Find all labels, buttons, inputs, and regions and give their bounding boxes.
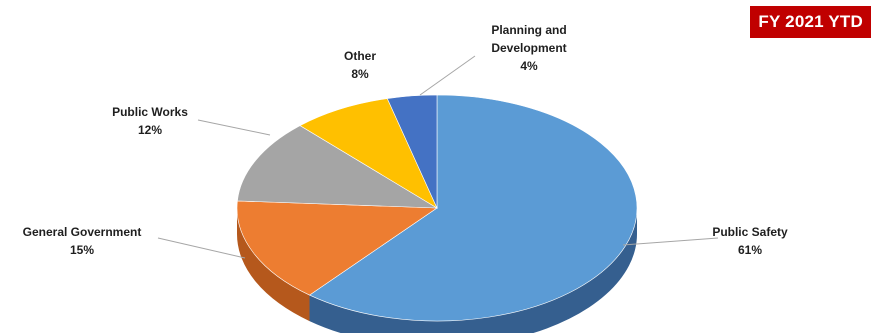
label-general-government: General Government 15% — [23, 225, 142, 257]
leader-lines — [157, 55, 719, 259]
label-planning-and-development: Planning and Development 4% — [491, 23, 566, 73]
pie-depth — [237, 208, 637, 333]
slice-public-safety — [308, 94, 638, 322]
slice-labels: Public Safety 61% General Government 15% Pub… — [23, 23, 788, 257]
slice-general-government — [236, 200, 438, 296]
leader-line-public-safety — [622, 237, 719, 246]
leader-line-general-government — [157, 237, 246, 259]
slice-public-works — [237, 125, 439, 209]
label-public-safety: Public Safety 61% — [712, 225, 788, 257]
slice-side-general-government — [237, 208, 310, 322]
leader-line-public-works — [197, 119, 271, 136]
label-public-works: Public Works 12% — [112, 105, 188, 137]
slice-other — [299, 98, 438, 209]
slice-planning-and-development — [386, 94, 438, 209]
pie-slices — [236, 94, 638, 322]
fiscal-year-badge: FY 2021 YTD — [750, 6, 871, 38]
leader-line-planning-and-development — [419, 55, 476, 96]
slice-side-public-safety — [309, 208, 637, 333]
label-other: Other 8% — [344, 49, 376, 81]
